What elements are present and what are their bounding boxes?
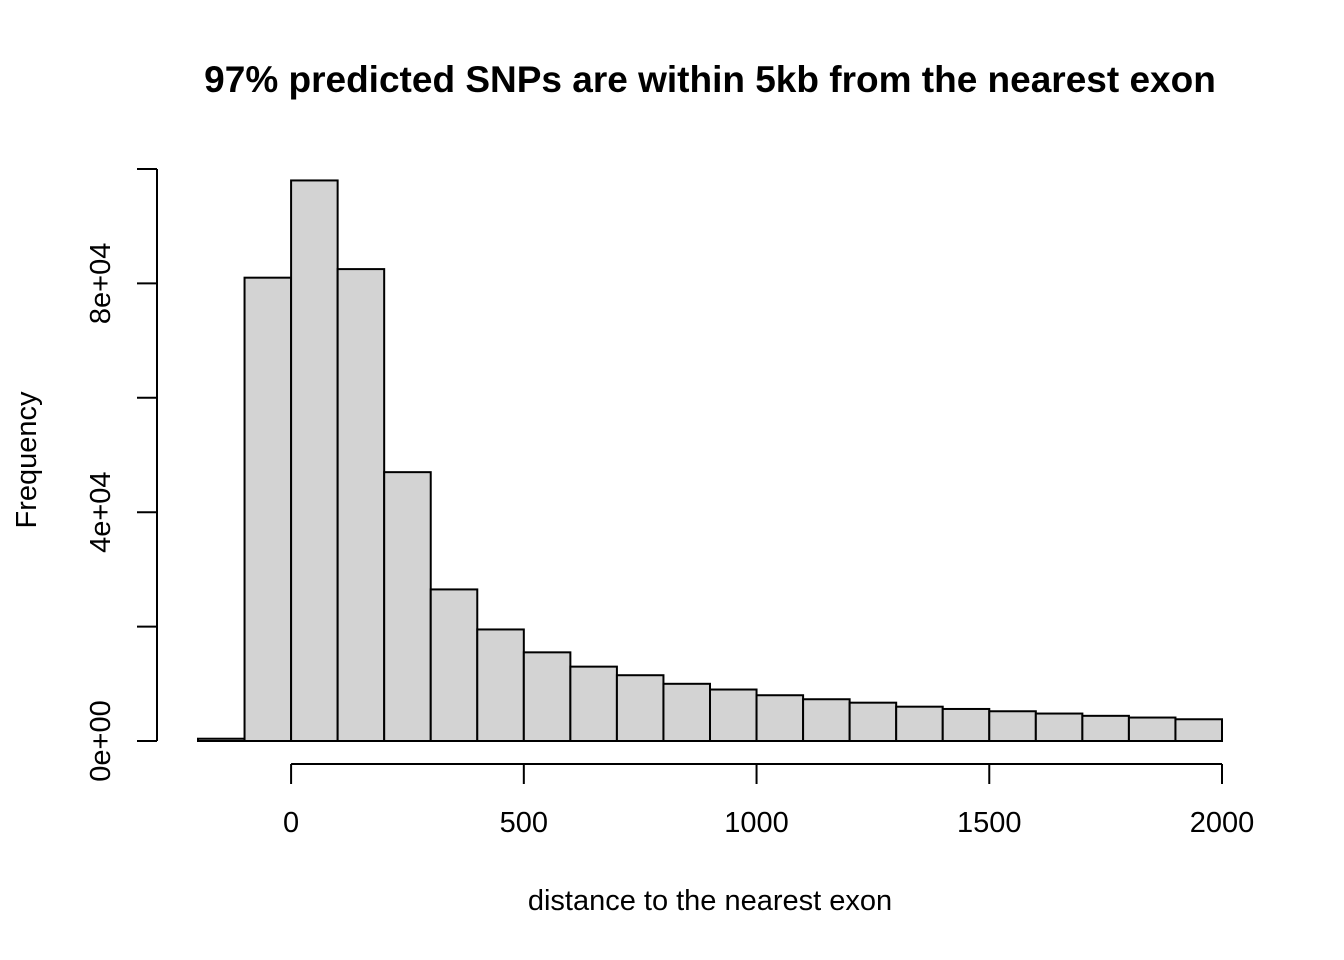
histogram-bar (290, 179, 339, 742)
histogram-bar (1081, 714, 1130, 742)
histogram-bar (243, 276, 293, 742)
histogram-bar (802, 698, 851, 743)
histogram-bar (429, 588, 479, 742)
x-tick-label: 1000 (724, 807, 789, 839)
histogram-bar (615, 674, 665, 742)
x-tick-label: 1500 (957, 807, 1022, 839)
histogram-bar (522, 651, 572, 743)
histogram-bar (1127, 716, 1177, 742)
y-tick-label: 0e+00 (85, 700, 117, 781)
x-axis-label: distance to the nearest exon (528, 885, 892, 917)
histogram-bar (662, 682, 711, 742)
histogram-bar (941, 707, 991, 743)
y-axis-label: Frequency (11, 391, 43, 529)
chart-title: 97% predicted SNPs are within 5kb from t… (204, 59, 1216, 100)
histogram-bar (383, 471, 432, 742)
y-tick-label: 8e+04 (85, 243, 117, 324)
histogram-bar (569, 665, 618, 743)
y-tick-label: 4e+04 (85, 471, 117, 552)
histogram-bar (197, 737, 246, 742)
histogram-bar (755, 694, 805, 742)
x-tick-label: 500 (500, 807, 548, 839)
histogram-bar (476, 628, 525, 743)
y-axis: 0e+00 4e+04 8e+04 (85, 168, 158, 782)
histogram-bars (197, 179, 1224, 743)
histogram-bar (848, 701, 898, 743)
histogram-bar (988, 710, 1037, 742)
x-axis: 0 500 1000 1500 2000 (283, 763, 1255, 839)
histogram-bar (1174, 718, 1224, 742)
x-tick-label: 0 (283, 807, 299, 839)
histogram-bar (895, 705, 944, 742)
histogram-bar (709, 688, 758, 743)
histogram-bar (1034, 712, 1084, 743)
histogram-bar (336, 268, 386, 742)
x-tick-label: 2000 (1190, 807, 1255, 839)
